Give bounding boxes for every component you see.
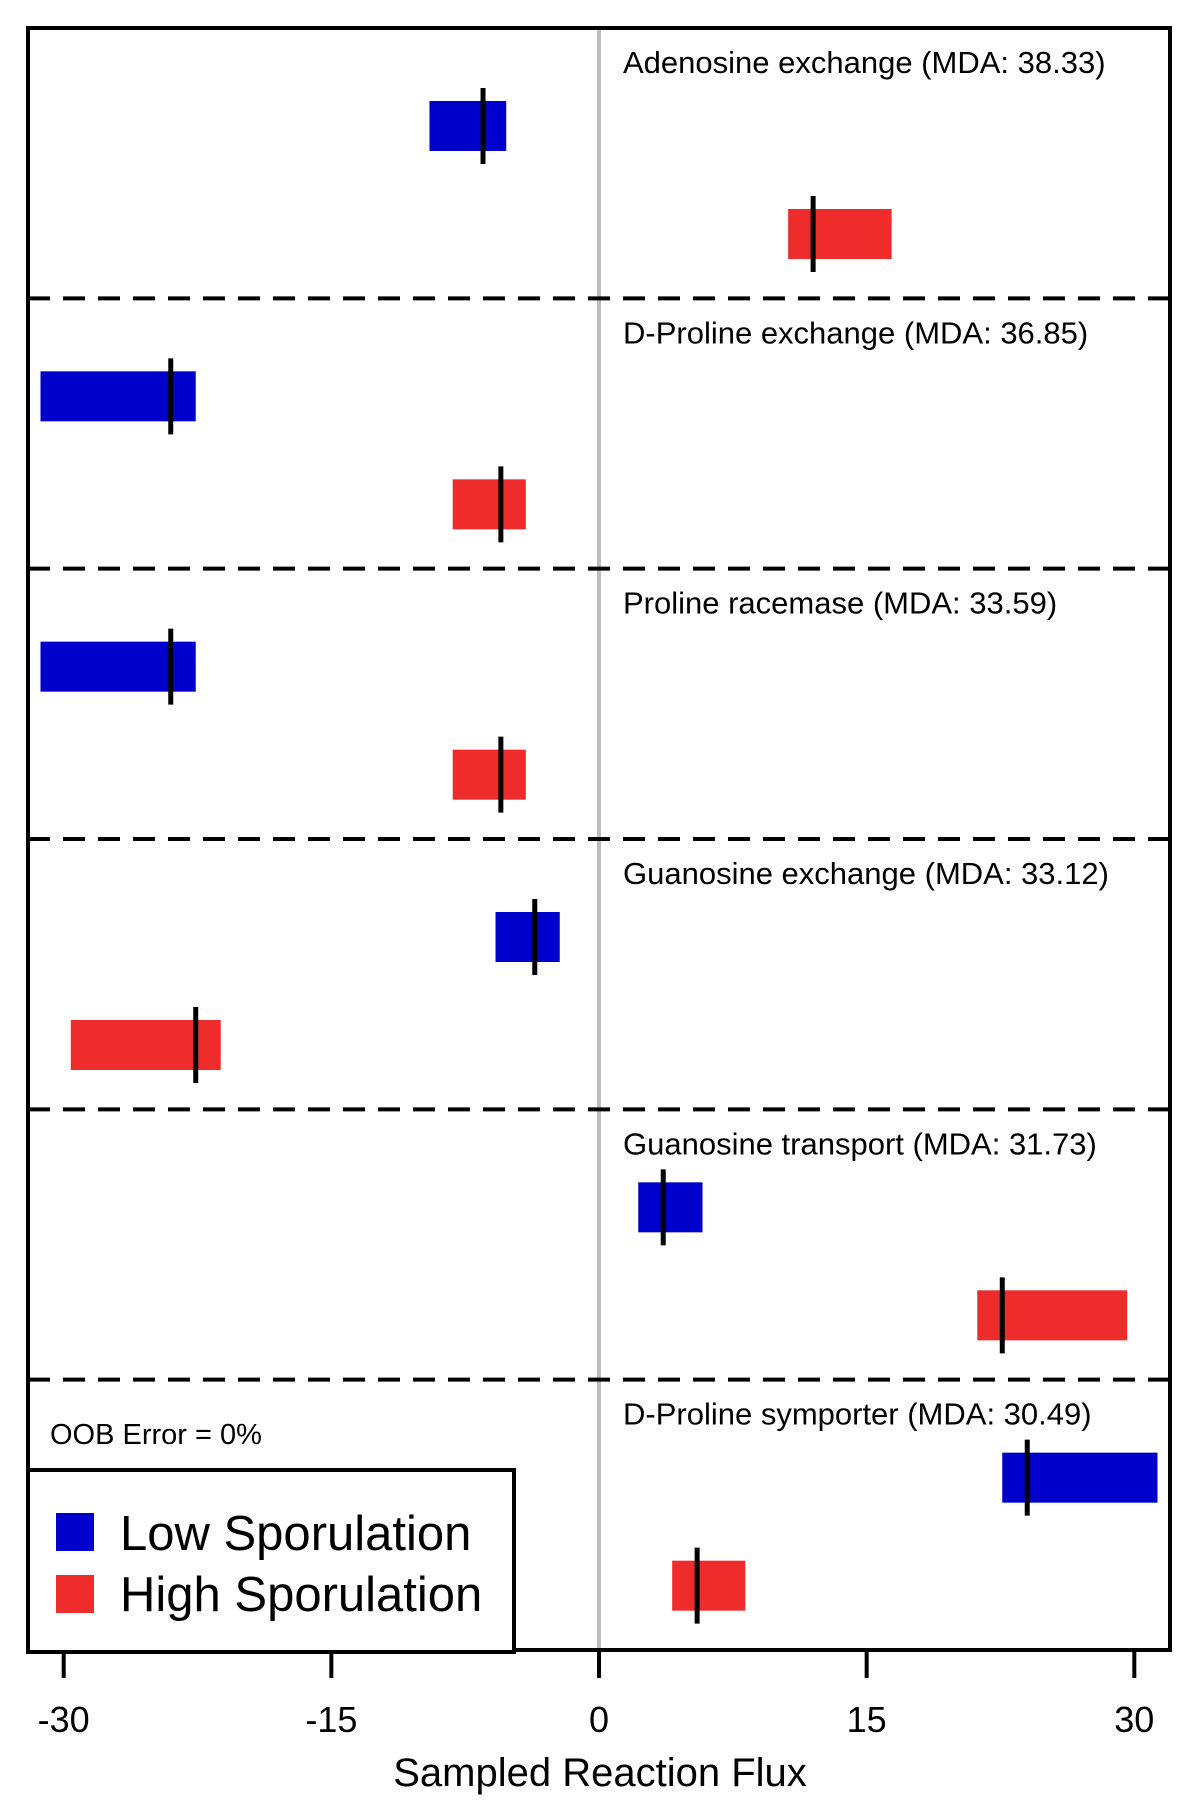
panel-label-3: Guanosine exchange (MDA: 33.12) xyxy=(623,856,1109,891)
bar-low-4 xyxy=(638,1182,703,1233)
bar-high-1 xyxy=(452,479,526,530)
panel-labels: Adenosine exchange (MDA: 38.33) D-Proline… xyxy=(623,45,1109,1432)
x-tick-label-0: -30 xyxy=(38,1699,90,1740)
legend-swatch-low xyxy=(56,1513,94,1551)
panel-label-0: Adenosine exchange (MDA: 38.33) xyxy=(623,45,1106,80)
x-tick-label-2: 0 xyxy=(589,1699,609,1740)
oob-error-annotation: OOB Error = 0% xyxy=(50,1419,262,1451)
bar-high-5 xyxy=(672,1560,746,1611)
legend: Low Sporulation High Sporulation xyxy=(26,1468,516,1654)
x-axis-title: Sampled Reaction Flux xyxy=(393,1751,807,1795)
bar-high-0 xyxy=(788,209,892,259)
x-axis: -30 -15 0 15 30 xyxy=(38,1650,1154,1740)
x-tick-label-1: -15 xyxy=(305,1699,357,1740)
panel-label-4: Guanosine transport (MDA: 31.73) xyxy=(623,1126,1097,1161)
bar-low-3 xyxy=(495,912,560,962)
panel-label-5: D-Proline symporter (MDA: 30.49) xyxy=(623,1397,1092,1432)
legend-box xyxy=(26,1468,516,1654)
panel-label-1: D-Proline exchange (MDA: 36.85) xyxy=(623,315,1088,350)
panel-label-2: Proline racemase (MDA: 33.59) xyxy=(623,586,1057,621)
bar-low-0 xyxy=(429,101,507,151)
bar-high-2 xyxy=(452,749,526,800)
legend-label-high: High Sporulation xyxy=(120,1568,482,1622)
grid-layer xyxy=(28,28,1170,1650)
legend-swatch-high xyxy=(56,1575,94,1613)
bars-layer xyxy=(40,88,1158,1624)
legend-label-low: Low Sporulation xyxy=(120,1507,471,1561)
x-tick-label-4: 30 xyxy=(1114,1699,1154,1740)
x-tick-label-3: 15 xyxy=(847,1699,887,1740)
